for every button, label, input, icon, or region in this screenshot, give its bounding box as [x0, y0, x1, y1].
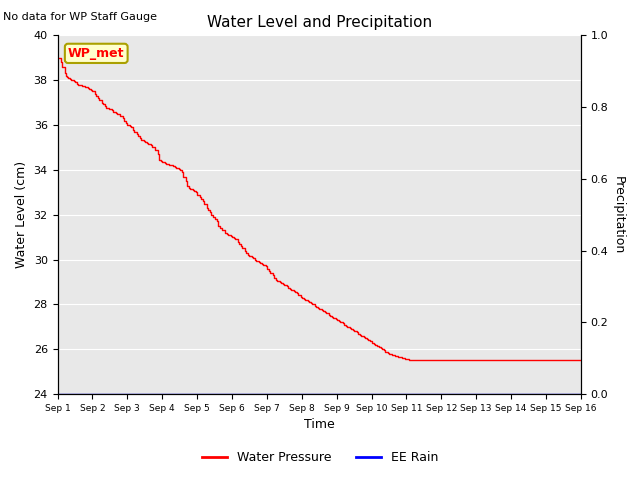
Y-axis label: Water Level (cm): Water Level (cm)	[15, 161, 28, 268]
Text: No data for WP Staff Gauge: No data for WP Staff Gauge	[3, 12, 157, 22]
Y-axis label: Precipitation: Precipitation	[612, 176, 625, 254]
Legend: Water Pressure, EE Rain: Water Pressure, EE Rain	[196, 446, 444, 469]
Text: WP_met: WP_met	[68, 47, 125, 60]
X-axis label: Time: Time	[304, 419, 335, 432]
Title: Water Level and Precipitation: Water Level and Precipitation	[207, 15, 432, 30]
